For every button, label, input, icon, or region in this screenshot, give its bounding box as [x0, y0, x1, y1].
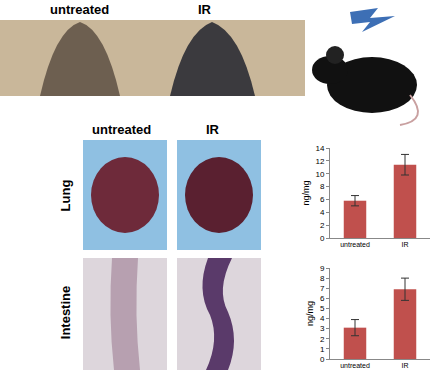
svg-text:3: 3	[320, 324, 325, 333]
svg-text:4: 4	[320, 208, 325, 217]
svg-text:4: 4	[320, 314, 325, 323]
svg-text:1: 1	[320, 345, 325, 354]
svg-text:untreated: untreated	[340, 241, 370, 248]
html-text:untreated: untreated	[92, 122, 152, 137]
svg-text:10: 10	[315, 170, 324, 179]
svg-text:5: 5	[320, 304, 325, 313]
svg-text:2: 2	[320, 221, 325, 230]
svg-text:ng/mg: ng/mg	[305, 301, 315, 326]
svg-text:14: 14	[315, 144, 324, 153]
svg-text:8: 8	[320, 182, 325, 191]
html-text:Intestine: Intestine	[57, 285, 73, 340]
svg-text:7: 7	[320, 284, 325, 293]
svg-text:12: 12	[315, 157, 324, 166]
svg-text:ng/mg: ng/mg	[301, 180, 311, 205]
svg-text:0: 0	[320, 234, 325, 243]
svg-text:IR: IR	[402, 241, 409, 248]
svg-text:6: 6	[320, 294, 325, 303]
html-text:IR: IR	[206, 122, 219, 137]
html-text:Lung: Lung	[57, 179, 73, 212]
svg-text:2: 2	[320, 335, 325, 344]
svg-text:6: 6	[320, 195, 325, 204]
svg-text:IR: IR	[402, 362, 409, 369]
html-text:untreated: untreated	[50, 2, 110, 17]
svg-text:9: 9	[320, 264, 325, 273]
svg-text:untreated: untreated	[340, 362, 370, 369]
svg-text:8: 8	[320, 274, 325, 283]
html-text:IR: IR	[198, 2, 211, 17]
svg-text:0: 0	[320, 355, 325, 364]
